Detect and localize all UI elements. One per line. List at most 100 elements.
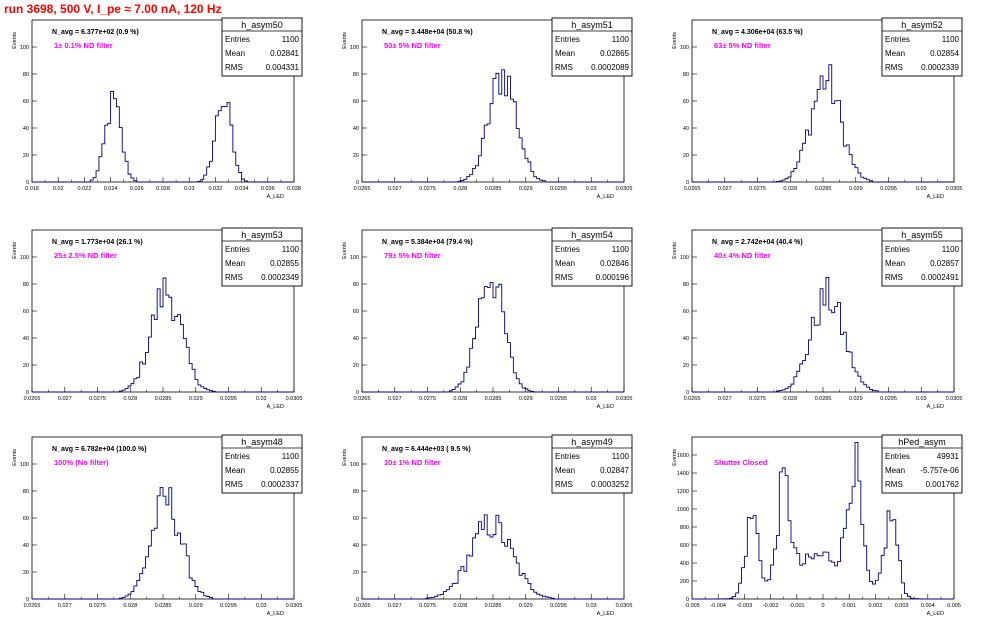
x-tick-label: 0.03 <box>184 186 195 192</box>
stats-key: RMS <box>225 63 243 72</box>
stats-box <box>221 227 303 287</box>
x-tick-label: 0.0285 <box>485 396 502 402</box>
histogram-line <box>692 276 954 393</box>
histogram-line <box>362 282 624 393</box>
x-tick-label: 0.0275 <box>419 603 436 609</box>
stats-key: Mean <box>225 259 245 268</box>
x-tick-label: 0.026 <box>130 186 144 192</box>
stats-box <box>881 17 963 77</box>
stats-value: 0.004331 <box>266 63 300 72</box>
x-tick-label: 0.036 <box>261 186 275 192</box>
y-tick-label: 80 <box>683 72 689 78</box>
stats-box <box>881 434 963 494</box>
x-tick-label: 0.027 <box>388 396 402 402</box>
x-tick-label: 0.0295 <box>220 396 237 402</box>
x-tick-label: 0.0265 <box>24 603 41 609</box>
y-axis-label: Events <box>12 242 18 259</box>
stats-key: Entries <box>885 35 910 44</box>
y-tick-label: 20 <box>23 570 29 576</box>
x-tick-label: 0.029 <box>189 396 203 402</box>
x-tick-label: -0.001 <box>789 603 805 609</box>
x-tick-label: 0.0275 <box>749 396 766 402</box>
stats-key: Entries <box>225 35 250 44</box>
stats-key: RMS <box>225 273 243 282</box>
stats-key: Entries <box>885 245 910 254</box>
navg-label: N_avg = 2.742e+04 (40.4 %) <box>712 239 803 246</box>
stats-value: 1100 <box>942 245 960 254</box>
y-axis-label: Events <box>672 449 678 466</box>
x-tick-label: 0.029 <box>189 603 203 609</box>
filter-annotation: 1± 0.1% ND filter <box>54 41 113 50</box>
y-tick-label: 0 <box>26 597 29 603</box>
x-tick-label: 0.0295 <box>880 396 897 402</box>
y-tick-label: 0 <box>686 390 689 396</box>
stats-key: RMS <box>555 63 573 72</box>
histogram-name: h_asym48 <box>241 437 283 447</box>
y-tick-label: 1600 <box>677 453 689 459</box>
stats-key: RMS <box>885 480 903 489</box>
stats-key: Entries <box>555 452 580 461</box>
stats-key: RMS <box>225 480 243 489</box>
x-tick-label: 0.0275 <box>749 186 766 192</box>
y-tick-label: 400 <box>680 561 689 567</box>
y-tick-label: 80 <box>683 282 689 288</box>
y-tick-label: 80 <box>23 282 29 288</box>
histogram-line <box>362 514 624 600</box>
y-tick-label: 20 <box>353 570 359 576</box>
navg-label: N_avg = 4.306e+04 (63.5 %) <box>712 29 803 36</box>
stats-value: -5.757e-06 <box>920 466 959 475</box>
y-tick-label: 40 <box>23 543 29 549</box>
stats-value: 0.02865 <box>600 49 629 58</box>
y-tick-label: 200 <box>680 579 689 585</box>
y-tick-label: 0 <box>356 597 359 603</box>
histogram-name: h_asym49 <box>571 437 613 447</box>
stats-value: 1100 <box>612 452 630 461</box>
y-axis-label: Events <box>672 242 678 259</box>
x-tick-label: -0.005 <box>684 603 700 609</box>
x-axis-label: A_LED <box>267 611 284 617</box>
histogram-panel-h_asym52: 0.0265 0.027 0.0275 0.028 0.0285 0.029 0.0295 0… <box>672 17 963 200</box>
y-tick-label: 60 <box>23 309 29 315</box>
y-tick-label: 100 <box>20 462 29 468</box>
x-tick-label: 0.0305 <box>616 603 633 609</box>
x-tick-label: 0.0285 <box>815 396 832 402</box>
y-tick-label: 80 <box>353 282 359 288</box>
y-tick-label: 40 <box>353 336 359 342</box>
filter-annotation: 100% (No filter) <box>54 458 109 467</box>
navg-label: N_avg = 6.444e+03 ( 9.5 %) <box>382 446 471 453</box>
x-tick-label: 0.027 <box>718 396 732 402</box>
y-tick-label: 60 <box>353 516 359 522</box>
x-axis-label: A_LED <box>927 194 944 200</box>
stats-key: Mean <box>885 259 905 268</box>
x-tick-label: 0.001 <box>842 603 856 609</box>
x-tick-label: 0.028 <box>783 396 797 402</box>
x-tick-label: 0.0305 <box>286 603 303 609</box>
y-tick-label: 20 <box>683 363 689 369</box>
x-tick-label: 0.005 <box>947 603 961 609</box>
x-tick-label: 0.004 <box>921 603 935 609</box>
page-title: run 3698, 500 V, I_pe ≈ 7.00 nA, 120 Hz <box>4 2 222 16</box>
x-tick-label: 0.03 <box>916 186 927 192</box>
y-tick-label: 0 <box>356 390 359 396</box>
x-tick-label: 0.028 <box>783 186 797 192</box>
stats-key: Mean <box>225 49 245 58</box>
x-tick-label: 0.0285 <box>815 186 832 192</box>
x-tick-label: 0.0285 <box>485 603 502 609</box>
x-tick-label: 0.03 <box>256 603 267 609</box>
stats-key: RMS <box>555 480 573 489</box>
stats-key: Mean <box>555 259 575 268</box>
stats-value: 0.0002089 <box>591 63 629 72</box>
y-tick-label: 100 <box>20 255 29 261</box>
stats-key: Mean <box>555 466 575 475</box>
x-tick-label: 0.027 <box>388 186 402 192</box>
x-tick-label: 0.027 <box>58 396 72 402</box>
x-tick-label: 0.03 <box>916 396 927 402</box>
stats-value: 0.0002491 <box>921 273 959 282</box>
y-tick-label: 80 <box>23 489 29 495</box>
x-tick-label: 0.027 <box>388 603 402 609</box>
x-tick-label: -0.004 <box>710 603 726 609</box>
histogram-panel-hPed_asym: -0.005 -0.004 -0.003 -0.002 -0.001 0 0.001 0.00… <box>672 434 963 617</box>
histogram-panel-h_asym55: 0.0265 0.027 0.0275 0.028 0.0285 0.029 0.0295 0… <box>672 227 963 410</box>
x-tick-label: 0.029 <box>849 186 863 192</box>
